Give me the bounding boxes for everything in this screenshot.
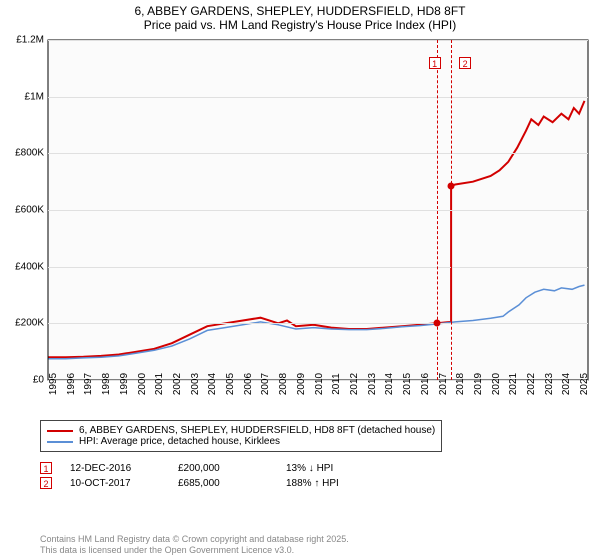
x-tick-label: 2006	[243, 373, 254, 395]
x-tick-label: 2003	[190, 373, 201, 395]
x-tick-label: 2016	[420, 373, 431, 395]
x-tick-label: 2025	[579, 373, 590, 395]
x-tick-label: 2010	[314, 373, 325, 395]
y-tick-label: £800K	[15, 148, 44, 159]
legend-swatch	[47, 441, 73, 443]
x-tick-label: 2001	[154, 373, 165, 395]
x-tick-label: 2014	[384, 373, 395, 395]
y-tick-label: £1M	[25, 91, 44, 102]
chart-container: 6, ABBEY GARDENS, SHEPLEY, HUDDERSFIELD,…	[0, 0, 600, 560]
transaction-price: £685,000	[178, 478, 268, 489]
transaction-marker: 1	[40, 462, 52, 474]
footer-line-2: This data is licensed under the Open Gov…	[40, 545, 349, 556]
x-tick-label: 2005	[225, 373, 236, 395]
plot-area: 12	[48, 40, 588, 380]
series-line	[48, 285, 585, 359]
legend-wrap: 6, ABBEY GARDENS, SHEPLEY, HUDDERSFIELD,…	[40, 420, 580, 492]
x-tick-label: 2007	[260, 373, 271, 395]
transaction-date: 12-DEC-2016	[70, 463, 160, 474]
chart-wrap: £0£200K£400K£600K£800K£1M£1.2M 12 199519…	[0, 40, 600, 410]
x-tick-label: 2002	[172, 373, 183, 395]
gridline	[48, 323, 588, 324]
title-block: 6, ABBEY GARDENS, SHEPLEY, HUDDERSFIELD,…	[0, 0, 600, 33]
legend-swatch	[47, 430, 73, 432]
marker-label: 1	[429, 57, 441, 69]
transaction-date: 10-OCT-2017	[70, 478, 160, 489]
legend-label: HPI: Average price, detached house, Kirk…	[79, 436, 280, 447]
x-tick-label: 2022	[526, 373, 537, 395]
marker-vline	[437, 40, 438, 380]
footer-line-1: Contains HM Land Registry data © Crown c…	[40, 534, 349, 545]
gridline	[48, 40, 588, 41]
gridline	[48, 153, 588, 154]
y-tick-label: £200K	[15, 318, 44, 329]
footer: Contains HM Land Registry data © Crown c…	[40, 534, 349, 556]
y-tick-label: £0	[33, 375, 44, 386]
x-tick-label: 2020	[491, 373, 502, 395]
title-line-1: 6, ABBEY GARDENS, SHEPLEY, HUDDERSFIELD,…	[0, 4, 600, 18]
x-tick-label: 2000	[137, 373, 148, 395]
x-tick-label: 1997	[83, 373, 94, 395]
x-tick-label: 2023	[544, 373, 555, 395]
x-tick-label: 2008	[278, 373, 289, 395]
legend-box: 6, ABBEY GARDENS, SHEPLEY, HUDDERSFIELD,…	[40, 420, 442, 452]
x-tick-label: 2011	[331, 373, 342, 395]
y-axis: £0£200K£400K£600K£800K£1M£1.2M	[0, 40, 48, 380]
x-tick-label: 2019	[473, 373, 484, 395]
gridline	[48, 97, 588, 98]
marker-dot	[448, 182, 455, 189]
x-tick-label: 1996	[66, 373, 77, 395]
x-tick-label: 2009	[296, 373, 307, 395]
legend-label: 6, ABBEY GARDENS, SHEPLEY, HUDDERSFIELD,…	[79, 425, 435, 436]
title-line-2: Price paid vs. HM Land Registry's House …	[0, 18, 600, 32]
y-tick-label: £1.2M	[16, 35, 44, 46]
y-tick-label: £400K	[15, 261, 44, 272]
x-tick-label: 2017	[438, 373, 449, 395]
x-tick-label: 2015	[402, 373, 413, 395]
marker-dot	[433, 320, 440, 327]
gridline	[48, 267, 588, 268]
transaction-rows: 1 12-DEC-2016 £200,000 13% ↓ HPI 2 10-OCT-201…	[40, 462, 580, 489]
x-tick-label: 2012	[349, 373, 360, 395]
legend-item: 6, ABBEY GARDENS, SHEPLEY, HUDDERSFIELD,…	[47, 425, 435, 436]
y-tick-label: £600K	[15, 205, 44, 216]
x-tick-label: 2018	[455, 373, 466, 395]
x-tick-label: 1998	[101, 373, 112, 395]
x-tick-label: 2024	[561, 373, 572, 395]
marker-label: 2	[459, 57, 471, 69]
marker-vline	[451, 40, 452, 380]
transaction-price: £200,000	[178, 463, 268, 474]
gridline	[48, 210, 588, 211]
transaction-row: 1 12-DEC-2016 £200,000 13% ↓ HPI	[40, 462, 580, 474]
transaction-marker: 2	[40, 477, 52, 489]
transaction-change: 188% ↑ HPI	[286, 478, 376, 489]
series-line	[48, 101, 585, 357]
x-axis: 1995199619971998199920002001200220032004…	[48, 380, 588, 410]
x-tick-label: 2013	[367, 373, 378, 395]
x-tick-label: 2004	[207, 373, 218, 395]
x-tick-label: 1999	[119, 373, 130, 395]
transaction-change: 13% ↓ HPI	[286, 463, 376, 474]
x-tick-label: 2021	[508, 373, 519, 395]
transaction-row: 2 10-OCT-2017 £685,000 188% ↑ HPI	[40, 477, 580, 489]
legend-item: HPI: Average price, detached house, Kirk…	[47, 436, 435, 447]
x-tick-label: 1995	[48, 373, 59, 395]
